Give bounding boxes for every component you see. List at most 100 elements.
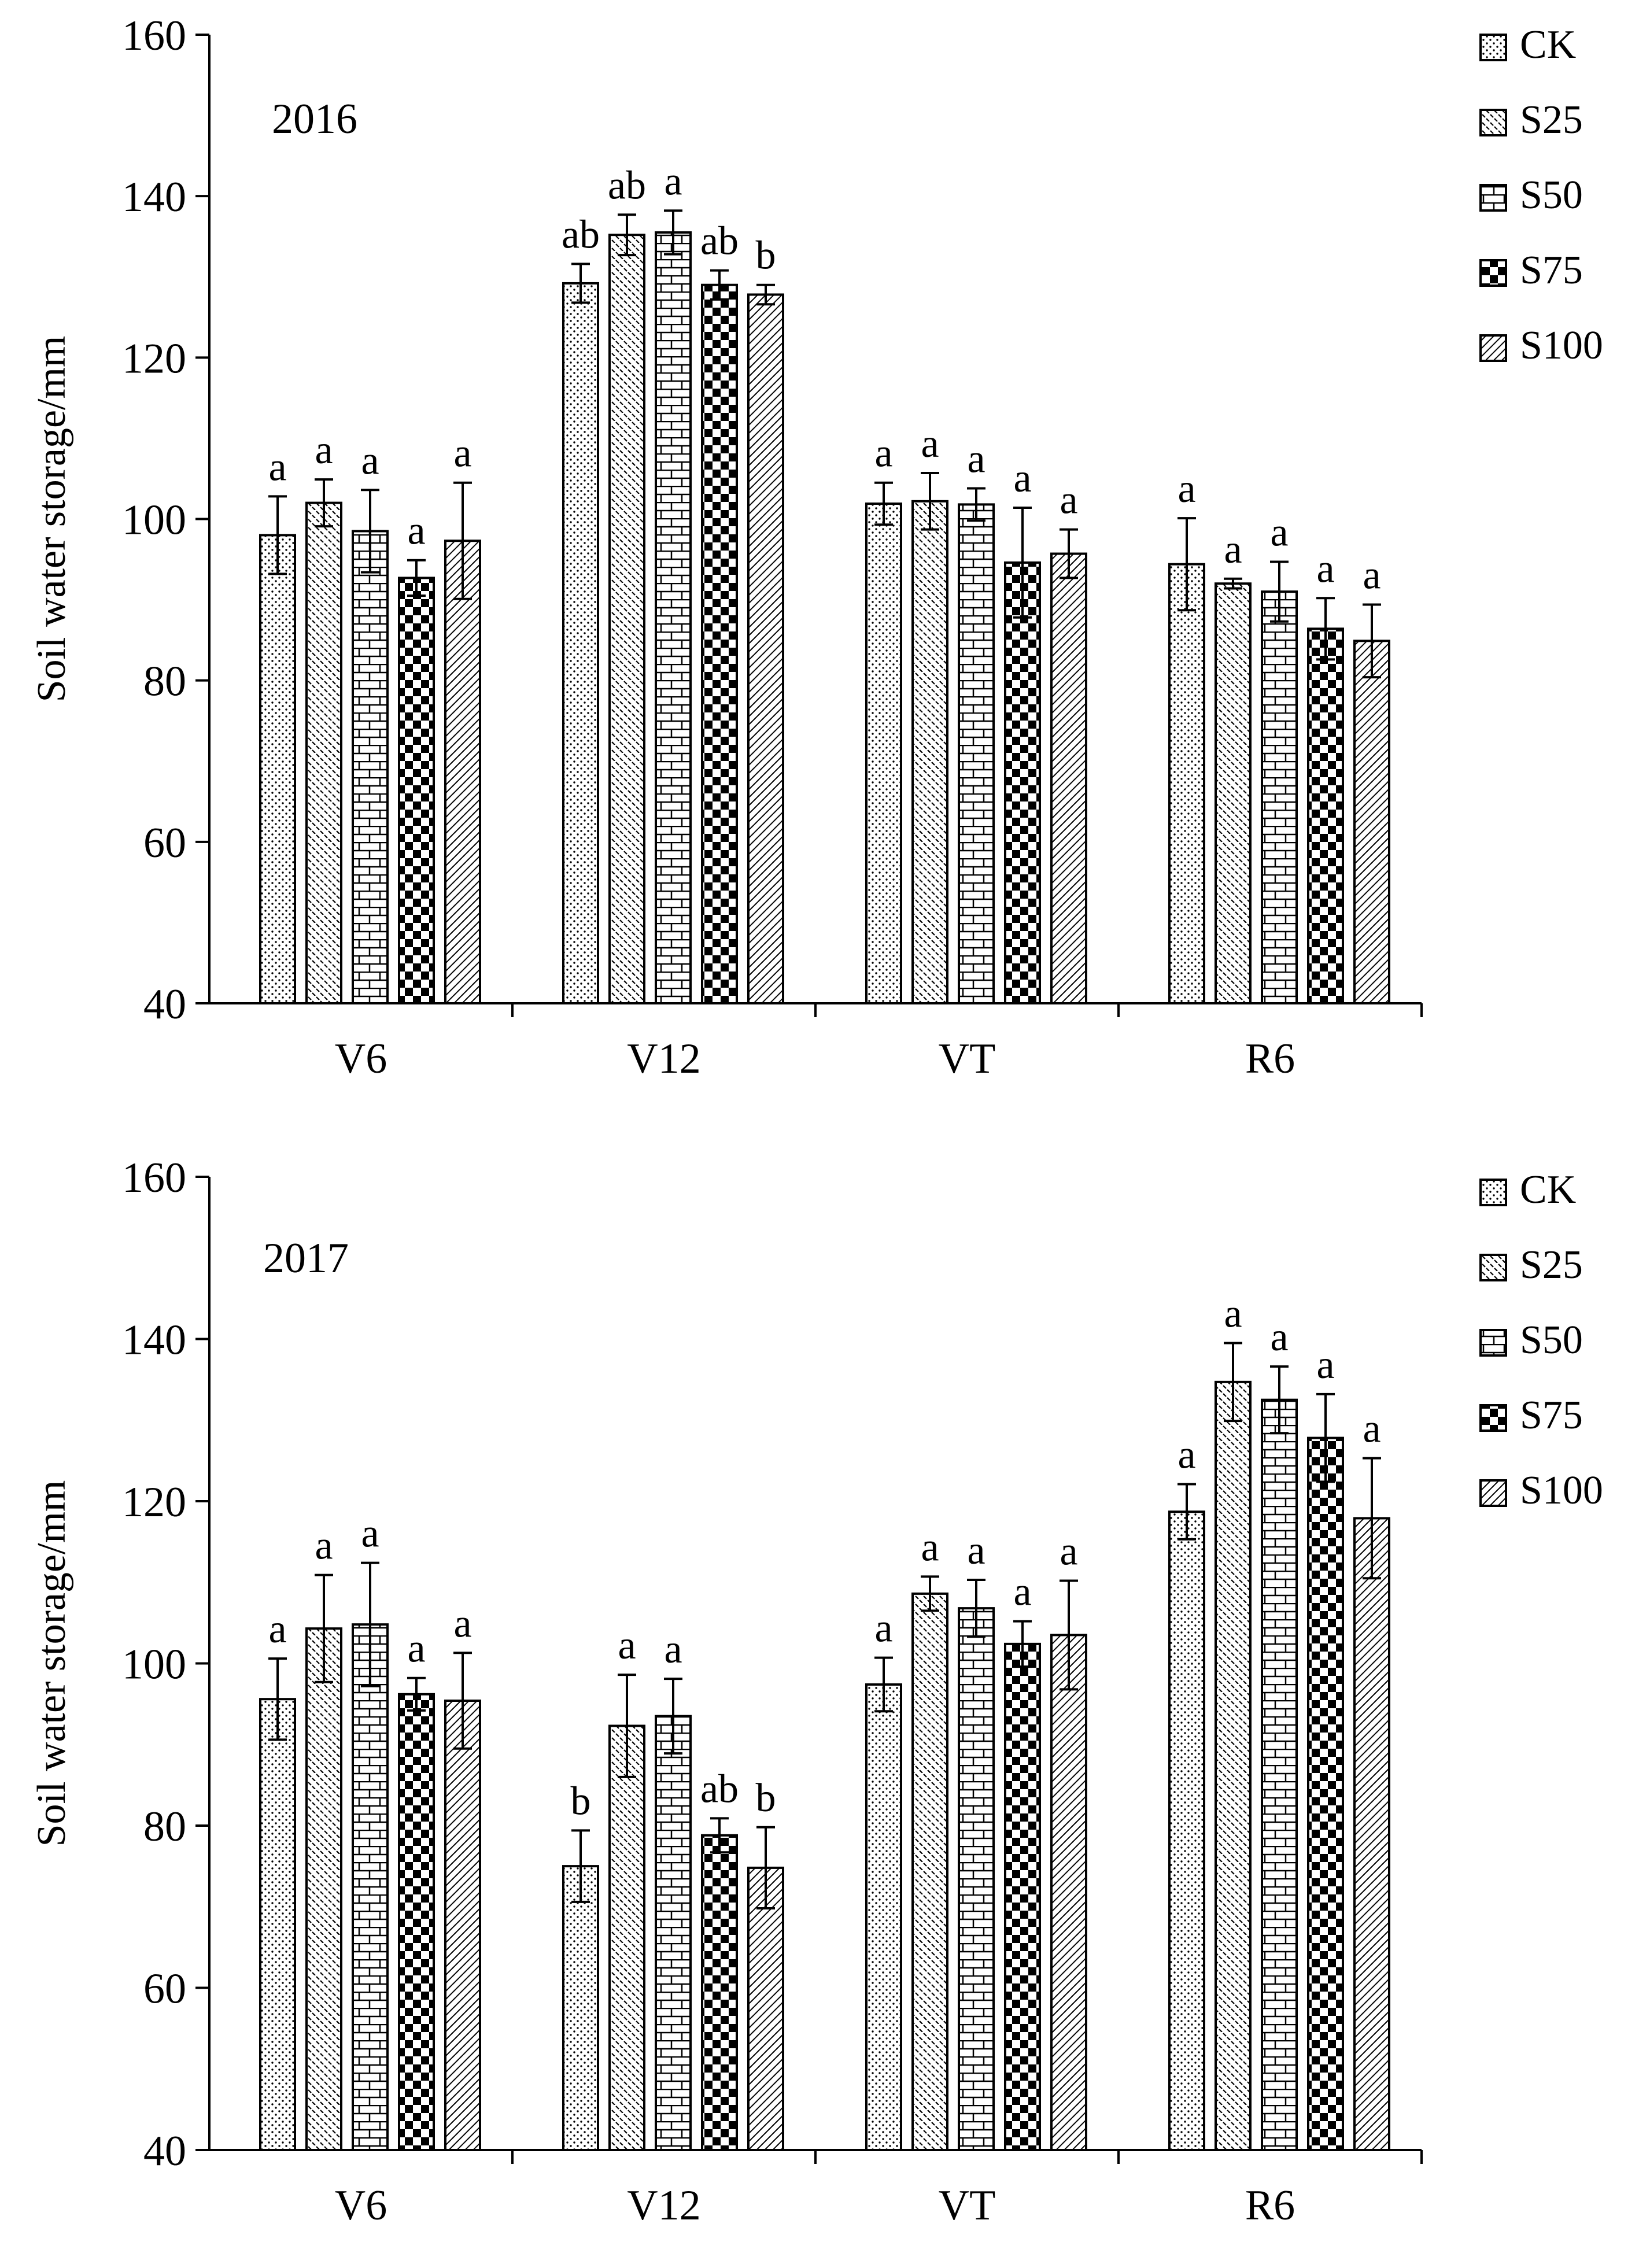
y-tick-label: 60 bbox=[143, 819, 186, 867]
significance-label: a bbox=[1270, 1315, 1288, 1360]
bar-S75-VT bbox=[1004, 1642, 1041, 2152]
significance-label: a bbox=[453, 1601, 471, 1646]
x-tick-label: VT bbox=[939, 1035, 996, 1083]
bar-CK-R6 bbox=[1168, 563, 1205, 1004]
bar-CK-V12 bbox=[562, 1865, 599, 2151]
bar-CK-R6 bbox=[1168, 1510, 1205, 2151]
bar-S50-R6 bbox=[1261, 590, 1298, 1004]
legend-label: S50 bbox=[1520, 173, 1583, 217]
y-tick-label: 120 bbox=[122, 335, 186, 382]
significance-label: b bbox=[756, 234, 776, 278]
bar-S100-V6 bbox=[444, 1700, 481, 2151]
bar-S75-R6 bbox=[1307, 627, 1344, 1005]
legend-swatch-S25 bbox=[1479, 1254, 1507, 1281]
bar-S100-R6 bbox=[1353, 640, 1390, 1005]
x-tick-label: VT bbox=[939, 2182, 996, 2229]
significance-label: a bbox=[407, 1627, 425, 1671]
x-tick-label: V12 bbox=[627, 2182, 700, 2229]
significance-label: a bbox=[268, 1607, 286, 1652]
legend-swatch-S75 bbox=[1479, 1404, 1507, 1432]
significance-label: a bbox=[315, 1524, 333, 1568]
legend-label: S100 bbox=[1520, 323, 1603, 368]
legend-label: CK bbox=[1520, 23, 1576, 67]
significance-label: a bbox=[874, 1606, 892, 1651]
bar-S50-V12 bbox=[655, 231, 692, 1005]
bar-S100-VT bbox=[1050, 552, 1087, 1004]
y-tick-label: 80 bbox=[143, 1803, 186, 1850]
bar-S25-VT bbox=[911, 1592, 948, 2151]
significance-label: b bbox=[571, 1779, 591, 1823]
significance-label: a bbox=[1224, 1292, 1242, 1336]
bar-S100-V12 bbox=[747, 293, 784, 1004]
legend-swatch-S50 bbox=[1479, 1329, 1507, 1357]
chart-panel-2017: 40 60 80 100 120 140 160 V6 V12 VT R6 Soil water st… bbox=[29, 1154, 1603, 2229]
significance-label: a bbox=[1013, 456, 1031, 501]
y-tick-label: 100 bbox=[122, 1641, 186, 1689]
bar-S25-V12 bbox=[608, 1724, 645, 2151]
significance-label: a bbox=[1316, 1343, 1334, 1387]
y-tick-label: 40 bbox=[143, 2127, 186, 2175]
significance-label: a bbox=[453, 431, 471, 476]
legend-swatch-S25 bbox=[1479, 109, 1507, 136]
bar-S50-V6 bbox=[352, 1623, 389, 2151]
legend-swatch-S50 bbox=[1479, 184, 1507, 212]
legend-swatch-CK bbox=[1479, 34, 1507, 61]
significance-label: ab bbox=[562, 212, 600, 257]
legend-swatch-S75 bbox=[1479, 259, 1507, 287]
significance-label: a bbox=[967, 437, 985, 481]
chart-title: 2017 bbox=[263, 1235, 349, 1282]
bar-CK-VT bbox=[865, 502, 902, 1004]
bar-S50-R6 bbox=[1261, 1398, 1298, 2151]
legend-label: S50 bbox=[1520, 1318, 1583, 1362]
significance-label: a bbox=[1316, 546, 1334, 591]
significance-label: a bbox=[664, 1627, 682, 1672]
bar-S50-V6 bbox=[352, 530, 389, 1004]
significance-label: a bbox=[921, 1525, 939, 1569]
bar-S25-V12 bbox=[608, 234, 645, 1005]
significance-label: a bbox=[1060, 478, 1077, 523]
bar-S75-R6 bbox=[1307, 1436, 1344, 2151]
bar-S50-VT bbox=[958, 503, 995, 1004]
significance-label: a bbox=[1060, 1529, 1077, 1573]
legend: CK S25 S50 S75 S100 bbox=[1479, 1168, 1603, 1513]
bar-S100-V12 bbox=[747, 1866, 784, 2151]
significance-label: ab bbox=[700, 1767, 739, 1811]
y-tick-label: 60 bbox=[143, 1966, 186, 2013]
significance-label: b bbox=[756, 1776, 776, 1820]
legend-label: S25 bbox=[1520, 1243, 1583, 1287]
bar-CK-VT bbox=[865, 1683, 902, 2152]
y-tick-label: 140 bbox=[122, 173, 186, 221]
significance-label: a bbox=[315, 428, 333, 472]
bar-S100-VT bbox=[1050, 1634, 1087, 2152]
significance-label: a bbox=[361, 1512, 379, 1556]
significance-label: ab bbox=[608, 163, 646, 208]
bar-S50-V12 bbox=[655, 1715, 692, 2152]
bar-S25-V6 bbox=[305, 1627, 342, 2151]
bar-S75-V12 bbox=[701, 283, 738, 1004]
bar-S100-R6 bbox=[1353, 1517, 1390, 2151]
x-tick-label: V12 bbox=[627, 1035, 700, 1083]
bar-S75-V6 bbox=[398, 1693, 435, 2151]
y-tick-label: 40 bbox=[143, 981, 186, 1028]
legend-label: S75 bbox=[1520, 248, 1583, 293]
y-tick-label: 140 bbox=[122, 1317, 186, 1364]
significance-label: a bbox=[268, 445, 286, 489]
legend-label: CK bbox=[1520, 1168, 1576, 1212]
significance-label: ab bbox=[700, 219, 739, 264]
bar-S25-VT bbox=[911, 500, 948, 1004]
y-tick-label: 160 bbox=[122, 12, 186, 60]
bar-CK-V6 bbox=[259, 534, 296, 1004]
legend-swatch-S100 bbox=[1479, 1479, 1507, 1507]
y-axis-title: Soil water storage/mm bbox=[29, 336, 74, 703]
bar-S25-V6 bbox=[305, 501, 342, 1004]
bar-S25-R6 bbox=[1215, 582, 1252, 1004]
significance-label: a bbox=[664, 159, 682, 204]
significance-label: a bbox=[921, 422, 939, 466]
legend-swatch-CK bbox=[1479, 1179, 1507, 1206]
significance-label: a bbox=[874, 431, 892, 476]
y-tick-label: 80 bbox=[143, 658, 186, 705]
legend-label: S100 bbox=[1520, 1468, 1603, 1513]
significance-label: a bbox=[1363, 1407, 1380, 1451]
significance-label: a bbox=[967, 1528, 985, 1573]
